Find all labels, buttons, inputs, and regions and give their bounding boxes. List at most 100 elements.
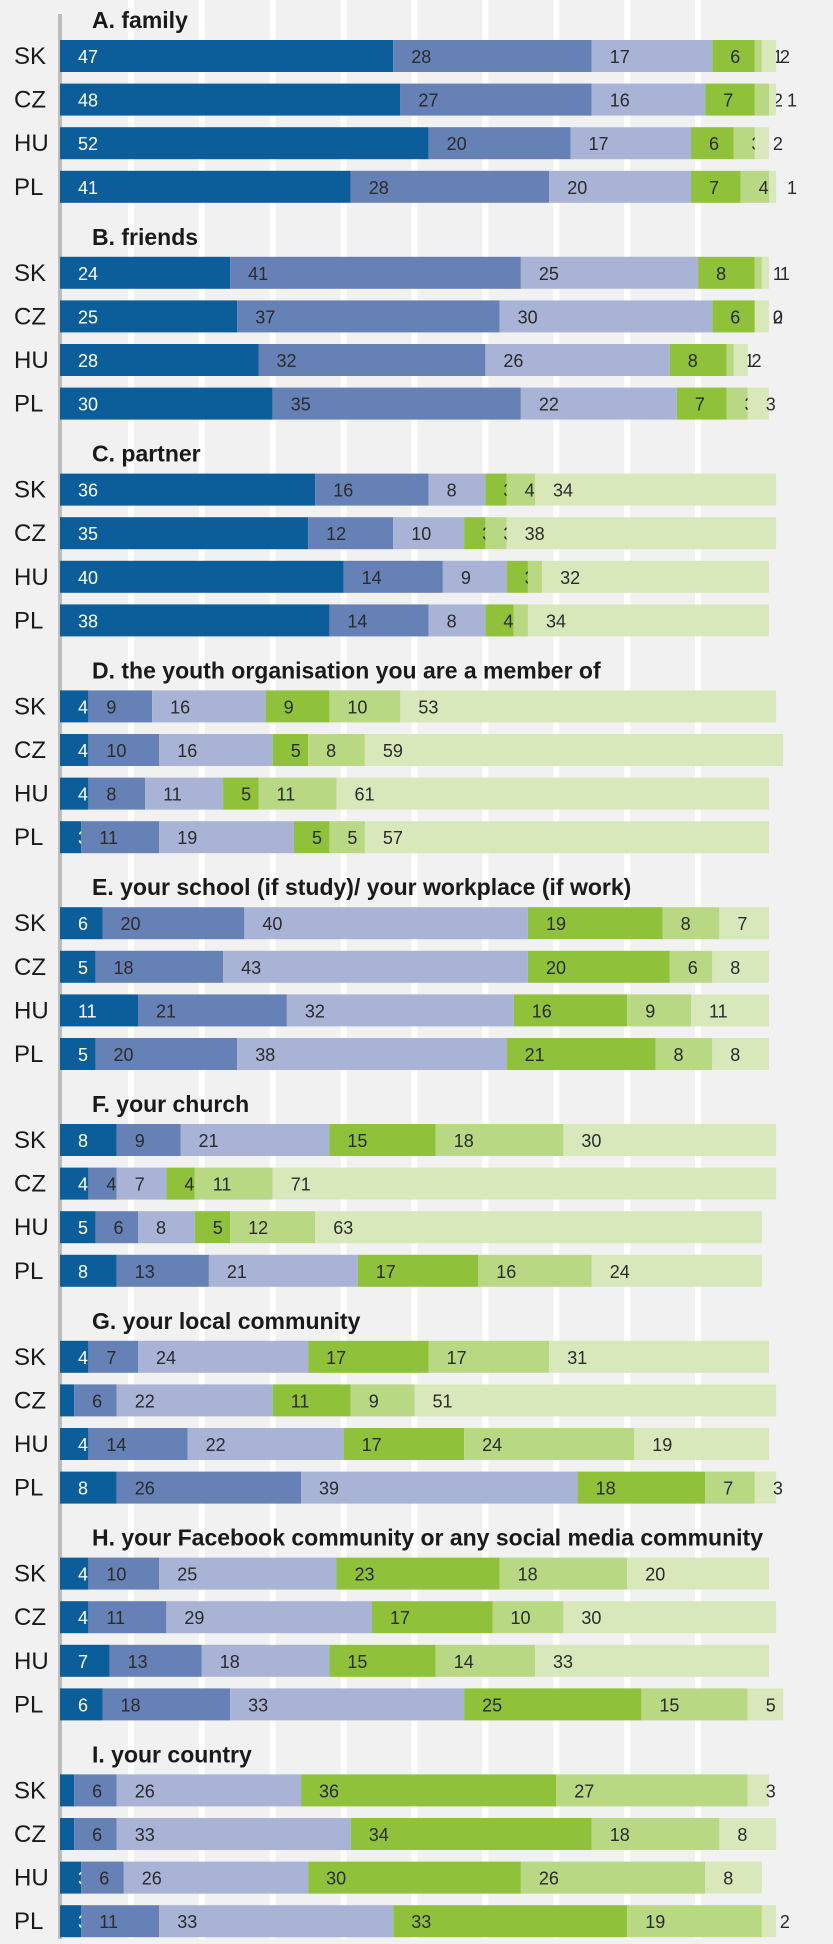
data-label: 26 — [135, 1781, 155, 1801]
data-label: 2 — [773, 307, 783, 327]
bar-segment — [705, 83, 755, 116]
bar-segment — [428, 1340, 550, 1373]
bar-segment — [102, 907, 245, 940]
data-label: 25 — [177, 1565, 197, 1585]
data-label: 4 — [78, 1348, 88, 1368]
data-label: 38 — [255, 1045, 275, 1065]
data-label: 6 — [78, 914, 88, 934]
group-title: H. your Facebook community or any social… — [92, 1525, 763, 1551]
data-label: 10 — [411, 524, 431, 544]
chart-group: D. the youth organisation you are a memb… — [14, 657, 784, 854]
group-title: I. your country — [92, 1741, 252, 1767]
bar-row: CZ 48 27 16 7 2 1 — [14, 83, 797, 116]
bar-segment — [272, 1384, 351, 1417]
data-label: 4 — [78, 1608, 88, 1628]
data-label: 25 — [539, 264, 559, 284]
data-label: 39 — [319, 1479, 339, 1499]
data-label: 8 — [447, 481, 457, 501]
data-label: 19 — [645, 1912, 665, 1932]
bar-segment — [669, 950, 713, 983]
bar-segment — [137, 1340, 309, 1373]
bar-segment — [308, 517, 394, 550]
data-label: 8 — [326, 741, 336, 761]
data-label: 18 — [121, 1695, 141, 1715]
bar-segment — [747, 1688, 784, 1721]
data-label: 41 — [78, 178, 98, 198]
bar-segment — [754, 40, 762, 72]
data-label: 17 — [588, 134, 608, 154]
data-label: 37 — [255, 307, 275, 327]
data-label: 11 — [277, 785, 296, 805]
data-label: 5 — [78, 1045, 88, 1065]
data-label: 19 — [652, 1435, 672, 1455]
data-label: 17 — [447, 1348, 467, 1368]
data-label: 16 — [610, 91, 630, 111]
data-label: 16 — [532, 1001, 552, 1021]
data-label: 4 — [78, 1565, 88, 1585]
data-label: 29 — [184, 1608, 204, 1628]
bar-segment — [691, 127, 734, 160]
data-label: 9 — [284, 697, 294, 717]
bar-segment — [343, 560, 443, 593]
country-label: HU — [14, 997, 49, 1024]
bar-segment — [705, 1471, 755, 1504]
bar-segment — [676, 387, 727, 420]
bar-segment — [159, 821, 294, 854]
bar-segment — [60, 300, 238, 333]
chart-group: G. your local communitySK4724171731CZ262… — [14, 1308, 783, 1504]
chart-group: C. partnerSK361683434CZ3512103338HU40149… — [14, 441, 777, 637]
data-label: 15 — [347, 1131, 367, 1151]
data-label: 8 — [447, 611, 457, 631]
bar-segment — [237, 1038, 507, 1070]
data-label: 8 — [730, 1045, 740, 1065]
data-label: 6 — [730, 47, 740, 67]
bar-segment — [230, 256, 521, 289]
data-label: 7 — [709, 178, 719, 198]
bar-segment — [109, 1644, 202, 1677]
bar-segment — [60, 994, 138, 1027]
data-label: 24 — [78, 264, 98, 284]
bar-row: CZ 25 37 30 6 02 — [14, 300, 783, 333]
country-label: SK — [14, 1561, 46, 1588]
bar-segment — [159, 734, 273, 766]
country-label: HU — [14, 1214, 49, 1241]
data-label: 27 — [418, 91, 438, 111]
data-label: 4 — [78, 697, 88, 717]
country-label: PL — [14, 1691, 43, 1718]
bar-segment — [691, 994, 769, 1027]
bar-segment — [350, 1384, 415, 1417]
bar-segment — [627, 1905, 762, 1938]
country-label: CZ — [14, 87, 46, 114]
data-label: 26 — [142, 1869, 162, 1889]
bar-segment — [329, 1644, 436, 1677]
bar-segment — [81, 821, 160, 854]
bar-segment — [60, 1254, 117, 1287]
bar-row: PL311195557 — [14, 821, 769, 854]
bar-segment — [669, 344, 727, 376]
data-label: 40 — [262, 914, 282, 934]
country-label: SK — [14, 43, 46, 70]
country-label: SK — [14, 1777, 46, 1804]
bar-segment — [364, 821, 769, 854]
bar-segment — [60, 1688, 103, 1721]
bar-row: PL 41 28 20 7 4 1 — [14, 170, 797, 203]
bar-segment — [591, 1818, 720, 1850]
bar-segment — [60, 821, 82, 854]
data-label: 4 — [78, 1175, 88, 1195]
data-label: 16 — [496, 1262, 516, 1282]
bar-row: HU 4 8 11 5 11 61 — [14, 777, 769, 810]
bar-row: SK 8 9 21 15 18 30 — [14, 1124, 777, 1156]
bar-segment — [208, 1254, 358, 1287]
data-label: 9 — [106, 697, 116, 717]
data-label: 26 — [539, 1869, 559, 1889]
bar-segment — [542, 560, 769, 593]
data-label: 8 — [723, 1869, 733, 1889]
data-label: 18 — [596, 1479, 616, 1499]
bar-segment — [88, 1167, 117, 1200]
bar-segment — [712, 40, 755, 72]
bar-segment — [761, 1905, 777, 1938]
data-label: 5 — [766, 1695, 776, 1715]
country-label: HU — [14, 130, 49, 157]
bar-row: HU 7 13 18 15 14 33 — [14, 1644, 769, 1677]
bar-segment — [506, 473, 536, 506]
